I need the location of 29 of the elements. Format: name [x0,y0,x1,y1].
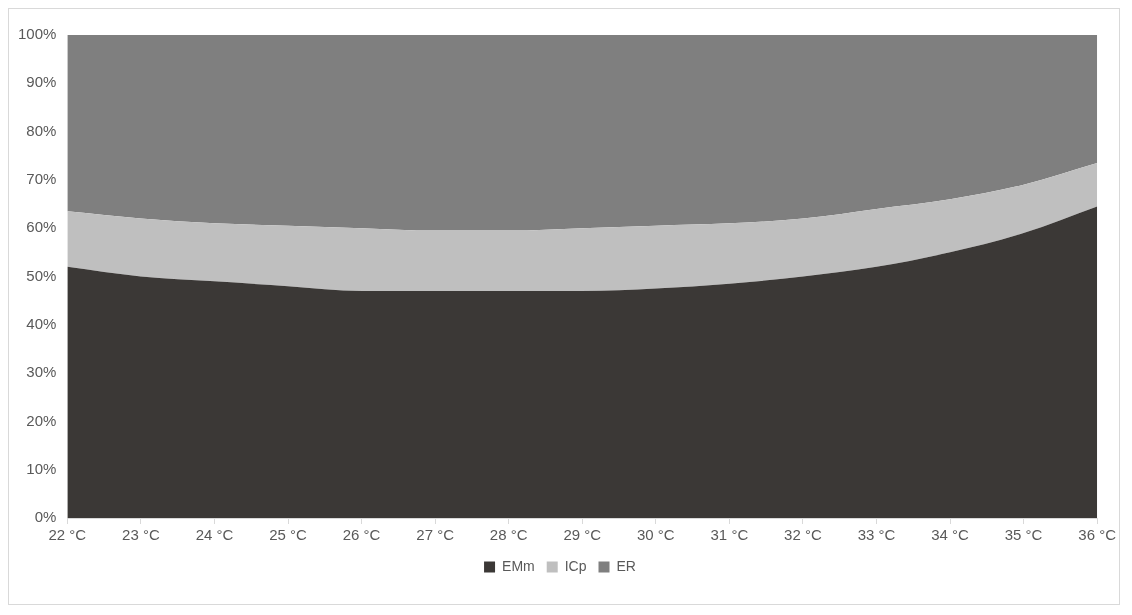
y-tick-label: 90% [26,73,57,91]
x-tick-label: 25 °C [269,526,308,544]
y-tick-label: 40% [26,314,57,332]
y-tick-label: 70% [26,170,57,188]
x-tick-label: 32 °C [784,526,822,544]
y-tick-label: 10% [26,459,57,477]
y-tick-label: 60% [26,218,57,236]
x-tick-label: 31 °C [710,526,749,544]
y-tick-label: 100% [17,25,57,43]
x-tick-label: 28 °C [489,526,528,544]
legend-label: ICp [564,557,587,574]
y-tick-label: 20% [26,411,57,429]
y-tick-label: 0% [34,508,57,526]
legend-label: ER [616,557,636,574]
x-tick-label: 24 °C [195,526,234,544]
x-tick-label: 22 °C [48,526,87,544]
x-tick-label: 36 °C [1078,526,1117,544]
x-tick-label: 34 °C [931,526,970,544]
x-tick-label: 23 °C [122,526,160,544]
y-tick-label: 80% [26,121,57,139]
y-tick-label: 50% [26,266,57,284]
x-tick-label: 30 °C [636,526,675,544]
x-tick-label: 29 °C [563,526,602,544]
x-tick-label: 27 °C [416,526,455,544]
x-tick-label: 35 °C [1004,526,1043,544]
legend-label: EMm [502,557,535,574]
y-tick-label: 30% [26,363,57,381]
x-tick-label: 26 °C [342,526,381,544]
x-tick-label: 33 °C [857,526,896,544]
